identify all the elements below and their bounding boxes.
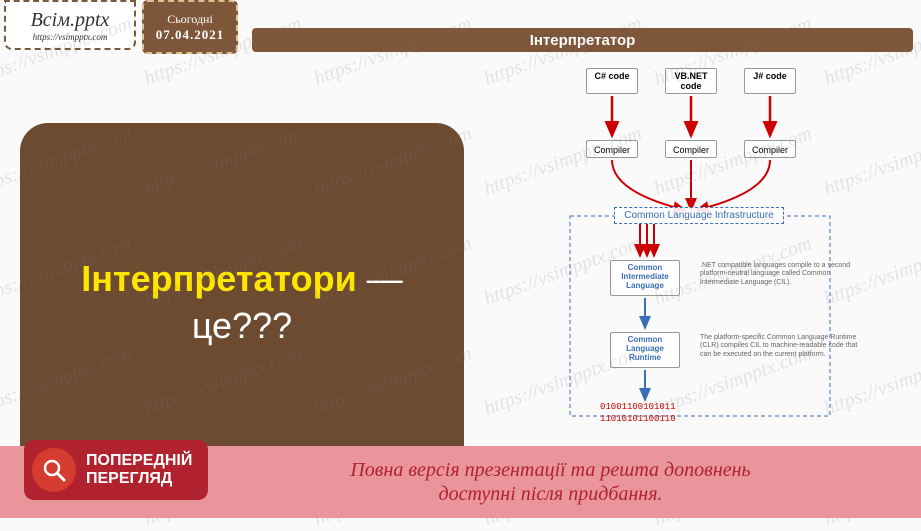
panel-text: Інтерпретатори — це??? bbox=[81, 256, 403, 350]
compiler-box-1: Compiler bbox=[665, 140, 717, 158]
dash: — bbox=[357, 258, 403, 299]
date-value: 07.04.2021 bbox=[156, 27, 225, 43]
logo-box: Всім.pptx https://vsimpptx.com bbox=[4, 0, 136, 50]
today-label: Сьогодні bbox=[167, 12, 213, 27]
footer-text: Повна версія презентації та решта доповн… bbox=[350, 458, 750, 506]
logo-text: Всім.pptx bbox=[31, 9, 110, 32]
preview-badge[interactable]: ПОПЕРЕДНІЙ ПЕРЕГЛЯД bbox=[24, 440, 208, 500]
magnifier-icon bbox=[32, 448, 76, 492]
badge-label: ПОПЕРЕДНІЙ ПЕРЕГЛЯД bbox=[86, 452, 192, 487]
cil-box: Common Intermediate Language bbox=[610, 260, 680, 296]
header: Всім.pptx https://vsimpptx.com Сьогодні … bbox=[0, 0, 921, 58]
highlight-word: Інтерпретатори bbox=[81, 258, 357, 299]
note-cil: .NET compatible languages compile to a s… bbox=[700, 262, 860, 287]
left-panel: Інтерпретатори — це??? bbox=[20, 123, 464, 483]
line2: це??? bbox=[192, 305, 292, 346]
source-box-0: C# code bbox=[586, 68, 638, 94]
compiler-box-2: Compiler bbox=[744, 140, 796, 158]
compiler-box-0: Compiler bbox=[586, 140, 638, 158]
logo-url: https://vsimpptx.com bbox=[33, 32, 108, 42]
date-box: Сьогодні 07.04.2021 bbox=[142, 0, 238, 54]
clr-box: Common Language Runtime bbox=[610, 332, 680, 368]
diagram-arrows bbox=[490, 62, 910, 432]
binary-2: 11010101100110 bbox=[600, 414, 676, 424]
source-box-2: J# code bbox=[744, 68, 796, 94]
cli-label: Common Language Infrastructure bbox=[614, 207, 784, 224]
source-box-1: VB.NET code bbox=[665, 68, 717, 94]
cli-diagram: C# code VB.NET code J# code Compiler Compil… bbox=[490, 62, 910, 432]
binary-1: 01001100101011 bbox=[600, 402, 676, 412]
note-clr: The platform-specific Common Language Ru… bbox=[700, 334, 860, 359]
slide-title: Інтерпретатор bbox=[252, 28, 913, 52]
